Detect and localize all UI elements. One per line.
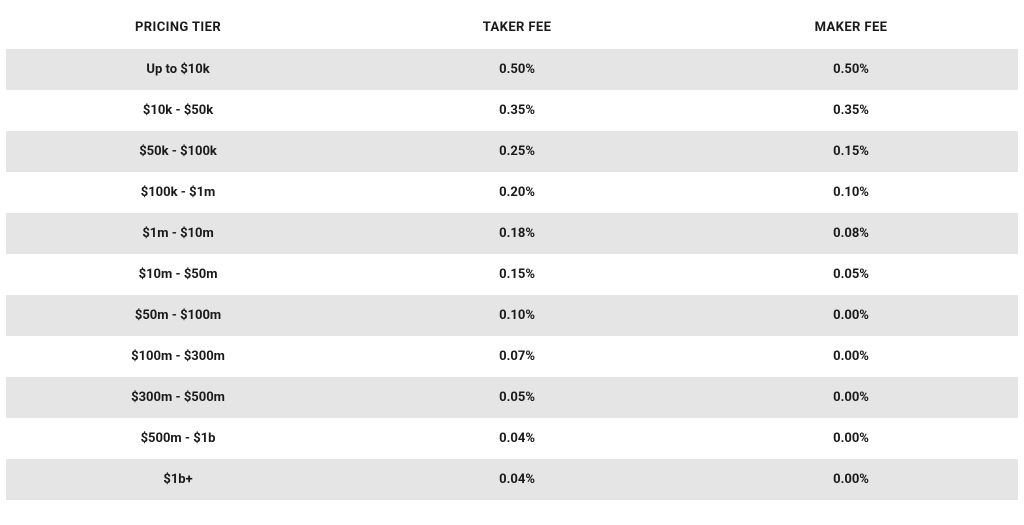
cell-maker-fee: 0.00%: [684, 459, 1018, 500]
cell-pricing-tier: $10k - $50k: [6, 90, 350, 131]
cell-taker-fee: 0.05%: [350, 377, 684, 418]
cell-maker-fee: 0.00%: [684, 336, 1018, 377]
cell-taker-fee: 0.20%: [350, 172, 684, 213]
cell-taker-fee: 0.15%: [350, 254, 684, 295]
cell-pricing-tier: $50m - $100m: [6, 295, 350, 336]
table-row: $100m - $300m 0.07% 0.00%: [6, 336, 1018, 377]
cell-maker-fee: 0.15%: [684, 131, 1018, 172]
table-row: $1b+ 0.04% 0.00%: [6, 459, 1018, 500]
cell-maker-fee: 0.00%: [684, 418, 1018, 459]
cell-taker-fee: 0.07%: [350, 336, 684, 377]
cell-pricing-tier: $100m - $300m: [6, 336, 350, 377]
cell-pricing-tier: $1m - $10m: [6, 213, 350, 254]
cell-taker-fee: 0.04%: [350, 459, 684, 500]
cell-pricing-tier: $100k - $1m: [6, 172, 350, 213]
table-row: $50k - $100k 0.25% 0.15%: [6, 131, 1018, 172]
cell-pricing-tier: $500m - $1b: [6, 418, 350, 459]
cell-maker-fee: 0.50%: [684, 49, 1018, 90]
table-row: $500m - $1b 0.04% 0.00%: [6, 418, 1018, 459]
table-row: Up to $10k 0.50% 0.50%: [6, 49, 1018, 90]
fee-table: PRICING TIER TAKER FEE MAKER FEE Up to $…: [6, 6, 1018, 500]
cell-taker-fee: 0.10%: [350, 295, 684, 336]
cell-taker-fee: 0.35%: [350, 90, 684, 131]
cell-maker-fee: 0.10%: [684, 172, 1018, 213]
table-row: $100k - $1m 0.20% 0.10%: [6, 172, 1018, 213]
cell-taker-fee: 0.18%: [350, 213, 684, 254]
table-row: $1m - $10m 0.18% 0.08%: [6, 213, 1018, 254]
cell-pricing-tier: $300m - $500m: [6, 377, 350, 418]
cell-maker-fee: 0.35%: [684, 90, 1018, 131]
table-row: $10k - $50k 0.35% 0.35%: [6, 90, 1018, 131]
col-header-pricing-tier: PRICING TIER: [6, 6, 350, 49]
cell-pricing-tier: $1b+: [6, 459, 350, 500]
table-row: $10m - $50m 0.15% 0.05%: [6, 254, 1018, 295]
cell-maker-fee: 0.00%: [684, 295, 1018, 336]
table-header-row: PRICING TIER TAKER FEE MAKER FEE: [6, 6, 1018, 49]
table-row: $50m - $100m 0.10% 0.00%: [6, 295, 1018, 336]
table-row: $300m - $500m 0.05% 0.00%: [6, 377, 1018, 418]
cell-pricing-tier: Up to $10k: [6, 49, 350, 90]
cell-taker-fee: 0.25%: [350, 131, 684, 172]
cell-pricing-tier: $50k - $100k: [6, 131, 350, 172]
cell-pricing-tier: $10m - $50m: [6, 254, 350, 295]
col-header-maker-fee: MAKER FEE: [684, 6, 1018, 49]
cell-maker-fee: 0.00%: [684, 377, 1018, 418]
cell-maker-fee: 0.08%: [684, 213, 1018, 254]
col-header-taker-fee: TAKER FEE: [350, 6, 684, 49]
cell-taker-fee: 0.04%: [350, 418, 684, 459]
cell-taker-fee: 0.50%: [350, 49, 684, 90]
cell-maker-fee: 0.05%: [684, 254, 1018, 295]
